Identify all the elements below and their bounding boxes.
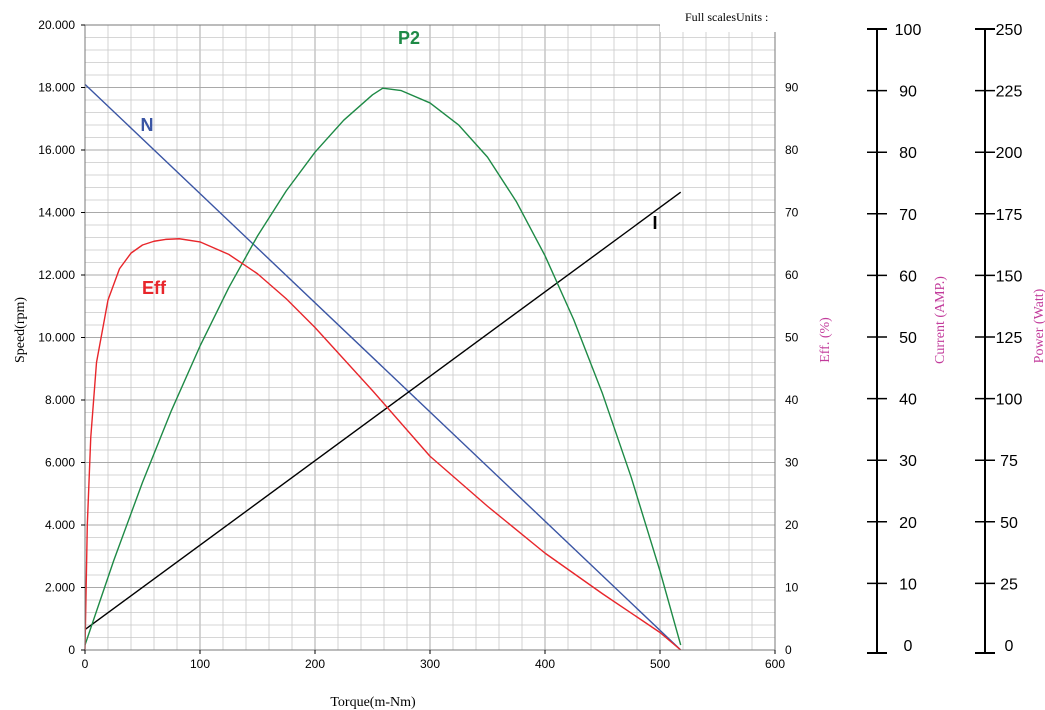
y-eff-tick-label: 70 (785, 206, 799, 220)
power-tick-label: 100 (996, 392, 1023, 409)
y-axis-label-eff: Eff. (%) (818, 317, 833, 363)
x-tick-label: 200 (305, 657, 325, 671)
power-tick-label: 150 (996, 268, 1023, 285)
series-line-n (84, 83, 682, 651)
y-left-tick-label: 12.000 (38, 268, 75, 282)
current-tick-label: 10 (899, 576, 917, 593)
y-left-tick-label: 14.000 (38, 206, 75, 220)
current-tick-label: 70 (899, 207, 917, 224)
note-backdrop (660, 8, 780, 32)
series-curves (84, 83, 682, 651)
power-tick-label: 225 (996, 84, 1023, 101)
x-tick-label: 0 (82, 657, 89, 671)
power-tick-label: 175 (996, 207, 1023, 224)
full-scale-note: Full scalesUnits : (685, 10, 768, 24)
series-label-p2: P2 (398, 28, 420, 48)
y-eff-tick-label: 60 (785, 268, 799, 282)
current-tick-label: 30 (899, 453, 917, 470)
y-left-tick-label: 20.000 (38, 18, 75, 32)
y-left-tick-label: 2.000 (45, 581, 75, 595)
series-line-i (84, 191, 682, 631)
series-label-eff: Eff (142, 278, 167, 298)
axes: 0 100 200 300 400 500 60002.0004.0006.0008.000… (38, 18, 1022, 671)
power-tick-label: 125 (996, 330, 1023, 347)
x-tick-label: 400 (535, 657, 555, 671)
power-tick-label: 0 (1005, 638, 1014, 655)
y-axis-label-speed: Speed(rpm) (13, 297, 28, 363)
y-axis-label-current: Current (AMP.) (933, 276, 948, 364)
series-labels: N I P2 Eff (141, 28, 658, 298)
current-tick-label: 50 (899, 330, 917, 347)
x-tick-label: 100 (190, 657, 210, 671)
current-tick-label: 60 (899, 268, 917, 285)
x-axis-label: Torque(m-Nm) (330, 695, 416, 710)
y-eff-tick-label: 0 (785, 643, 792, 657)
series-label-i: I (652, 213, 657, 233)
x-tick-label: 500 (650, 657, 670, 671)
power-tick-label: 75 (1000, 453, 1018, 470)
power-tick-label: 50 (1000, 515, 1018, 532)
x-tick-label: 600 (765, 657, 785, 671)
y-eff-tick-label: 90 (785, 81, 799, 95)
y-eff-tick-label: 80 (785, 143, 799, 157)
power-tick-label: 200 (996, 145, 1023, 162)
series-line-eff (84, 238, 682, 651)
current-tick-label: 90 (899, 84, 917, 101)
current-tick-label: 20 (899, 515, 917, 532)
y-eff-tick-label: 50 (785, 331, 799, 345)
current-tick-label: 40 (899, 392, 917, 409)
y-eff-tick-label: 40 (785, 393, 799, 407)
current-tick-label: 80 (899, 145, 917, 162)
y-axis-label-power: Power (Watt) (1032, 288, 1045, 363)
current-tick-label: 0 (904, 638, 913, 655)
x-tick-label: 300 (420, 657, 440, 671)
y-left-tick-label: 8.000 (45, 393, 75, 407)
y-eff-tick-label: 30 (785, 456, 799, 470)
y-left-tick-label: 0 (68, 643, 75, 657)
power-tick-label: 25 (1000, 576, 1018, 593)
current-tick-label: 100 (895, 22, 922, 39)
y-left-tick-label: 6.000 (45, 456, 75, 470)
y-left-tick-label: 18.000 (38, 81, 75, 95)
power-tick-label: 250 (996, 22, 1023, 39)
y-eff-tick-label: 20 (785, 518, 799, 532)
y-left-tick-label: 10.000 (38, 331, 75, 345)
y-eff-tick-label: 10 (785, 581, 799, 595)
series-label-n: N (141, 115, 154, 135)
y-left-tick-label: 4.000 (45, 518, 75, 532)
series-line-p2 (84, 87, 682, 646)
y-left-tick-label: 16.000 (38, 143, 75, 157)
grid (84, 24, 776, 651)
